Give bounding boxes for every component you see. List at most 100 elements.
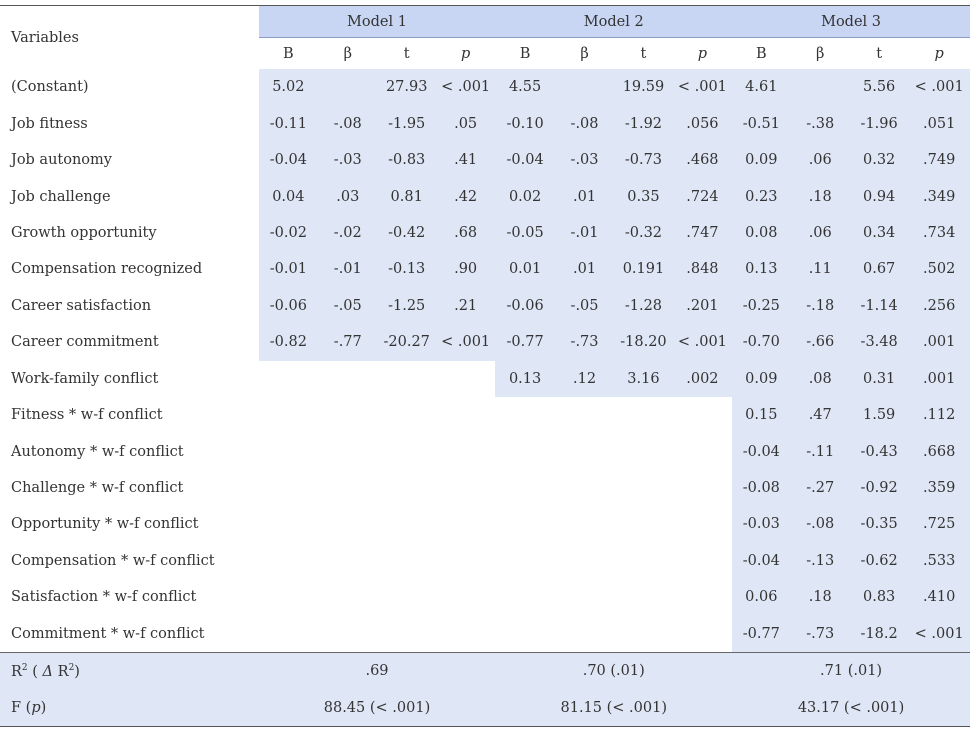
table-row: Satisfaction * w-f conflict 0.06.18 0.83.4…	[0, 579, 970, 616]
m2-b-cell: -0.05	[495, 214, 555, 252]
m1-beta-cell	[318, 579, 377, 615]
m1-b-cell	[259, 470, 318, 506]
m2-t-cell	[614, 433, 672, 469]
m2-p-cell: .747	[672, 214, 733, 252]
m3-b-cell: -0.77	[732, 615, 791, 653]
m3-beta-cell: -.18	[790, 287, 850, 325]
row-label: Opportunity * w-f conflict	[11, 516, 199, 533]
m3-beta-cell: .47	[790, 396, 850, 434]
m3-t-cell: -0.35	[849, 506, 909, 543]
m2-p-cell	[673, 616, 732, 653]
m3-t-cell: 0.67	[849, 251, 909, 288]
m3-b-cell: 0.15	[732, 396, 791, 434]
m2-t-cell	[614, 397, 672, 433]
m3-beta-cell: -.11	[790, 433, 850, 470]
m2-beta-cell	[555, 506, 614, 542]
m3-t-cell: -1.96	[849, 105, 909, 142]
table-row: Commitment * w-f conflict -0.77 -.73 -18.2 <…	[0, 615, 970, 653]
m3-p-cell: < .001	[908, 615, 970, 653]
m3-beta-cell: .08	[790, 360, 850, 397]
m1-p-cell	[436, 506, 495, 542]
m1-t-cell: 0.81	[377, 178, 436, 215]
m1-beta-cell	[318, 361, 377, 397]
m3-p-cell: .001	[908, 360, 970, 397]
m2-beta-cell: -.03	[554, 141, 615, 179]
m1-beta-cell	[318, 69, 378, 106]
m3-p-header: p	[908, 37, 970, 69]
row-label: Career commitment	[11, 334, 159, 351]
m3-p-cell: .533	[908, 542, 970, 580]
variables-header: Variables	[0, 5, 259, 69]
m3-p-cell: .349	[908, 178, 970, 215]
m1-p-cell	[436, 470, 495, 506]
model-1-header: Model 1	[258, 5, 496, 38]
table-row: (Constant) 5.02 27.93 < .001 4.55 19.59 < .001…	[0, 69, 970, 106]
m1-p-cell	[436, 433, 495, 469]
m1-b-cell	[259, 616, 318, 653]
m2-b-header: B	[495, 37, 555, 69]
row-label: Compensation * w-f conflict	[11, 552, 215, 569]
m2-t-cell: -0.32	[614, 214, 673, 252]
m2-b-cell: -0.04	[495, 141, 555, 179]
m1-beta-cell: .03	[318, 178, 378, 215]
m1-beta-cell	[318, 397, 377, 433]
m3-beta-header: β	[790, 37, 850, 69]
m2-beta-cell	[555, 470, 614, 506]
table-row: Compensation * w-f conflict -0.04 -.13 -0.6…	[0, 542, 970, 580]
m2-beta-cell: -.73	[554, 324, 615, 361]
m3-p-cell: .734	[908, 214, 970, 252]
table-row: Challenge * w-f conflict -0.08 -.27 -0.92.3…	[0, 469, 970, 507]
m2-beta-cell: .01	[554, 251, 615, 288]
m2-b-cell	[495, 506, 554, 542]
table-row: Career satisfaction -0.06 -.05 -1.25.21 -0.0…	[0, 287, 970, 325]
m3-beta-cell: -.13	[790, 542, 850, 580]
m1-t-cell: -0.13	[377, 251, 436, 288]
m2-beta-header: β	[554, 37, 615, 69]
m1-beta-cell	[318, 506, 377, 542]
m2-t-cell	[614, 506, 672, 542]
table-row: Opportunity * w-f conflict -0.03 -.08 -0.35…	[0, 506, 970, 543]
m2-beta-cell	[554, 69, 615, 106]
m3-p-cell: .725	[908, 506, 970, 543]
m1-p-cell	[436, 616, 495, 653]
m1-t-header: t	[377, 37, 436, 69]
m1-p-cell: .42	[435, 178, 496, 215]
m3-b-cell: 0.13	[732, 251, 791, 288]
m1-b-cell	[259, 506, 318, 542]
m1-t-cell	[378, 543, 436, 579]
m3-b-cell: 0.06	[732, 579, 791, 616]
m2-p-cell: .002	[672, 360, 733, 397]
m2-b-cell	[495, 543, 554, 579]
row-label: Job autonomy	[11, 152, 112, 169]
m1-p-cell: .90	[435, 251, 496, 288]
m3-t-cell: 0.34	[849, 214, 909, 252]
m2-beta-cell: -.05	[554, 287, 615, 325]
m1-b-cell: -0.11	[258, 105, 319, 142]
m1-t-cell: -0.83	[377, 141, 436, 179]
m3-b-cell: -0.03	[732, 506, 791, 543]
m2-b-cell: -0.10	[495, 105, 555, 142]
m3-p-cell: .112	[908, 396, 970, 434]
m3-b-cell: -0.70	[732, 324, 791, 361]
row-label: Fitness * w-f conflict	[11, 407, 163, 424]
m1-b-header: B	[258, 37, 319, 69]
m3-b-header: B	[732, 37, 791, 69]
m1-b-cell: -0.02	[258, 214, 319, 252]
m1-t-cell	[378, 616, 436, 653]
regression-table: Variables Model 1 Model 2 Model 3 B β t …	[0, 5, 970, 727]
model-3-header: Model 3	[732, 5, 970, 38]
r2-row: R2 ( Δ R2) .69 .70 (.01) .71 (.01)	[0, 652, 970, 690]
m1-p-cell: < .001	[435, 324, 496, 361]
m2-beta-cell: .01	[554, 178, 615, 215]
m2-t-cell: -1.92	[614, 105, 673, 142]
m2-b-cell: -0.06	[495, 287, 555, 325]
m1-beta-cell	[318, 616, 377, 653]
m3-t-cell: 5.56	[849, 69, 909, 106]
m1-beta-cell	[318, 543, 377, 579]
m1-t-cell	[378, 397, 436, 433]
f-row: F (p) 88.45 (< .001) 81.15 (< .001) 43.1…	[0, 689, 970, 727]
m3-t-cell: -0.62	[849, 542, 909, 580]
m2-t-cell: -1.28	[614, 287, 673, 325]
m2-t-cell: 3.16	[614, 360, 673, 397]
